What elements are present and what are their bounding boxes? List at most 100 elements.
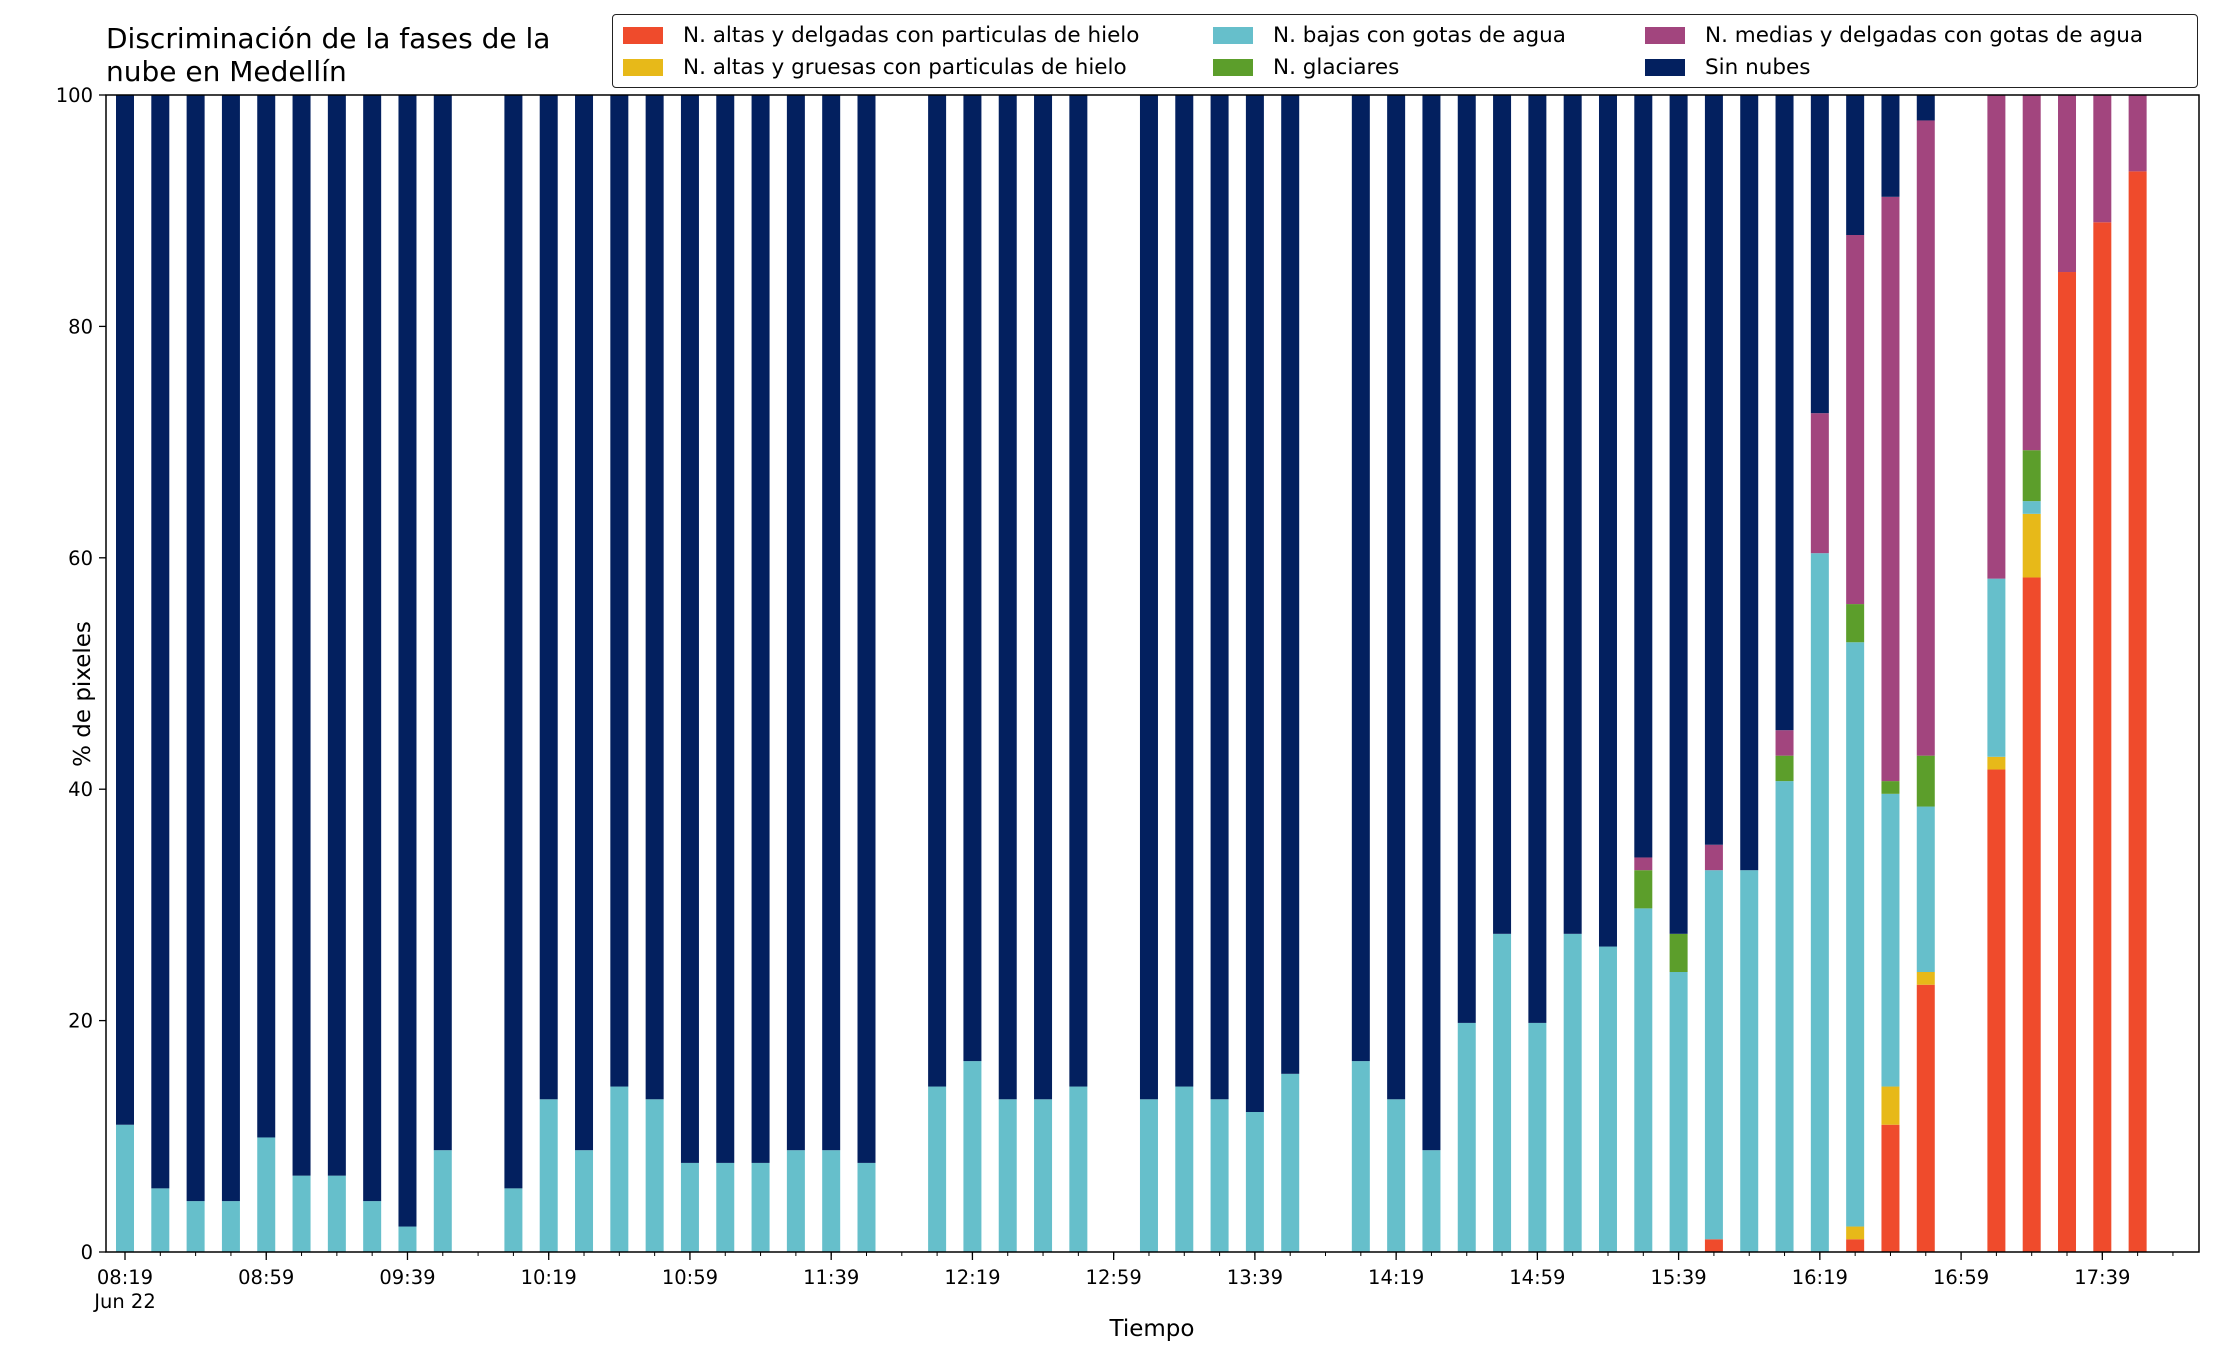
x-tick-label: 15:39 — [1651, 1266, 1707, 1289]
bar-segment-2-18 — [786, 1150, 805, 1252]
bar-segment-4-47 — [1916, 120, 1935, 756]
bar-segment-5-29 — [1245, 95, 1264, 1113]
bar-segment-4-39 — [1634, 857, 1653, 871]
legend-swatch — [1213, 26, 1253, 44]
bar-segment-5-0 — [116, 95, 134, 1125]
bar-segment-2-31 — [1351, 1061, 1370, 1252]
bar-segment-2-49 — [2022, 501, 2041, 514]
bar-segment-2-12 — [575, 1150, 594, 1252]
bar-segment-5-24 — [1034, 95, 1053, 1100]
bar-segment-2-45 — [1846, 642, 1865, 1227]
bar-segment-2-1 — [151, 1188, 170, 1252]
bar-segment-3-45 — [1846, 604, 1865, 643]
bar-segment-4-49 — [2022, 95, 2041, 451]
bar-segment-2-29 — [1245, 1112, 1264, 1252]
bar-segment-3-39 — [1634, 870, 1653, 909]
bar-segment-2-14 — [645, 1099, 664, 1252]
bar-segment-2-39 — [1634, 908, 1653, 1252]
bar-segment-4-43 — [1775, 730, 1794, 756]
bar-segment-2-13 — [610, 1086, 629, 1252]
bar-segment-5-30 — [1281, 95, 1300, 1074]
legend: N. altas y delgadas con particulas de hi… — [612, 14, 2198, 88]
bar-segment-0-52 — [2128, 171, 2147, 1252]
bar-segment-5-46 — [1881, 95, 1900, 197]
bar-segment-5-39 — [1634, 95, 1653, 858]
x-tick-label: 16:59 — [1933, 1266, 1989, 1289]
bar-segment-2-34 — [1457, 1022, 1476, 1252]
bar-segment-4-46 — [1881, 196, 1900, 782]
x-tick-label: 17:39 — [2074, 1266, 2130, 1289]
bar-segment-5-27 — [1175, 95, 1194, 1087]
bar-segment-2-42 — [1740, 870, 1759, 1252]
bar-segment-0-49 — [2022, 577, 2041, 1252]
bar-segment-5-31 — [1351, 95, 1370, 1062]
y-axis-label: % de pixeles — [69, 621, 96, 767]
bar-segment-0-47 — [1916, 984, 1935, 1252]
bar-segment-5-18 — [786, 95, 805, 1151]
bar-segment-5-44 — [1810, 95, 1829, 414]
bar-segment-2-46 — [1881, 793, 1900, 1087]
bar-segment-2-15 — [680, 1162, 699, 1252]
y-tick-label: 80 — [68, 315, 93, 338]
bar-segment-2-48 — [1987, 578, 2006, 757]
bar-segment-2-40 — [1669, 972, 1688, 1252]
bar-segment-5-40 — [1669, 95, 1688, 934]
bar-segment-5-36 — [1528, 95, 1547, 1023]
y-tick-label: 20 — [68, 1010, 93, 1033]
x-tick-label: 14:59 — [1509, 1266, 1565, 1289]
bar-segment-2-44 — [1810, 553, 1829, 1252]
legend-label: N. medias y delgadas con gotas de agua — [1705, 22, 2144, 48]
plot-frame — [105, 94, 2200, 1253]
bar-segment-5-41 — [1704, 95, 1723, 845]
x-tick-label: 08:59 — [238, 1266, 294, 1289]
bar-segment-5-23 — [998, 95, 1017, 1100]
bar-segment-2-22 — [963, 1061, 982, 1252]
bar-segment-1-48 — [1987, 756, 2006, 770]
bar-segment-1-45 — [1846, 1226, 1865, 1240]
bar-segment-5-4 — [257, 95, 276, 1138]
bar-segment-1-49 — [2022, 513, 2041, 578]
bar-segment-5-15 — [680, 95, 699, 1163]
bar-segment-5-10 — [504, 95, 523, 1189]
bar-segment-2-35 — [1493, 933, 1512, 1252]
bar-segment-2-0 — [116, 1124, 134, 1252]
bar-segment-5-8 — [398, 95, 417, 1227]
bar-segment-5-9 — [433, 95, 452, 1151]
bar-segment-2-27 — [1175, 1086, 1194, 1252]
bar-segment-2-2 — [186, 1201, 205, 1252]
legend-item: N. altas y gruesas con particulas de hie… — [623, 52, 1127, 82]
bar-segment-2-23 — [998, 1099, 1017, 1252]
bar-segment-5-26 — [1139, 95, 1158, 1100]
bar-segment-2-36 — [1528, 1022, 1547, 1252]
x-tick-label: 12:19 — [944, 1266, 1000, 1289]
bar-segment-2-43 — [1775, 781, 1794, 1252]
bar-segment-5-19 — [822, 95, 841, 1151]
bar-segment-5-14 — [645, 95, 664, 1100]
bar-segment-5-17 — [751, 95, 770, 1163]
y-axis: 0 20 40 60 80 100 — [56, 84, 106, 1264]
bar-segment-5-22 — [963, 95, 982, 1062]
bar-segment-4-41 — [1704, 844, 1723, 871]
bar-segment-4-51 — [2093, 95, 2112, 223]
x-tick-label: 12:59 — [1086, 1266, 1142, 1289]
bar-segment-5-20 — [857, 95, 876, 1163]
bar-segment-5-32 — [1387, 95, 1406, 1100]
bar-segment-2-10 — [504, 1188, 523, 1252]
x-tick-label: 16:19 — [1792, 1266, 1848, 1289]
bar-segment-2-38 — [1598, 946, 1617, 1252]
bar-segment-5-13 — [610, 95, 629, 1087]
x-tick-label: 10:19 — [521, 1266, 577, 1289]
bar-segment-2-26 — [1139, 1099, 1158, 1252]
bar-segment-4-45 — [1846, 234, 1865, 605]
bar-segment-5-5 — [292, 95, 311, 1176]
bar-segment-2-32 — [1387, 1099, 1406, 1252]
bar-segment-2-41 — [1704, 870, 1723, 1240]
bar-segment-3-47 — [1916, 755, 1935, 807]
legend-item: N. glaciares — [1213, 52, 1399, 82]
bar-segment-5-25 — [1069, 95, 1088, 1087]
bar-segment-2-4 — [257, 1137, 276, 1252]
bar-segment-2-6 — [327, 1175, 346, 1252]
bar-segment-0-48 — [1987, 769, 2006, 1252]
bar-segment-5-3 — [221, 95, 240, 1202]
